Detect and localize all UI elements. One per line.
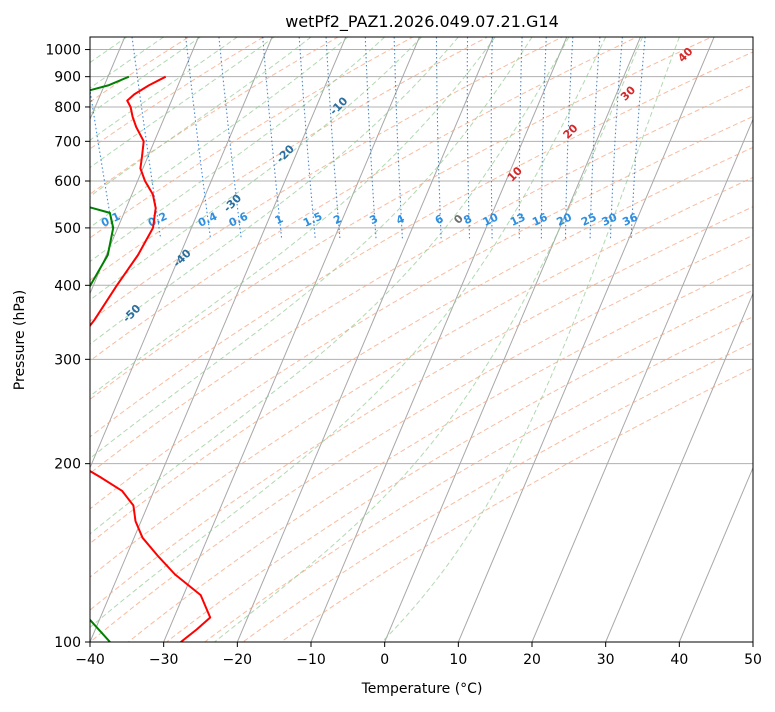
x-tick-label: 30: [597, 652, 615, 668]
x-tick-label: −10: [296, 652, 326, 668]
x-axis-label: Temperature (°C): [361, 681, 483, 697]
y-tick-label: 900: [54, 70, 81, 86]
y-tick-label: 300: [54, 352, 81, 368]
y-tick-label: 1000: [45, 43, 81, 59]
y-tick-label: 100: [54, 635, 81, 651]
x-tick-label: 10: [449, 652, 467, 668]
y-axis-label: Pressure (hPa): [12, 290, 28, 390]
y-tick-label: 600: [54, 174, 81, 190]
chart-title: wetPf2_PAZ1.2026.049.07.21.G14: [285, 12, 559, 32]
x-tick-label: −20: [223, 652, 253, 668]
y-tick-label: 700: [54, 134, 81, 150]
y-tick-label: 400: [54, 278, 81, 294]
x-tick-label: 0: [380, 652, 389, 668]
y-tick-label: 200: [54, 457, 81, 473]
x-tick-label: 20: [523, 652, 541, 668]
x-tick-label: −40: [75, 652, 105, 668]
x-tick-label: 50: [744, 652, 762, 668]
y-tick-label: 500: [54, 221, 81, 237]
x-tick-label: 40: [670, 652, 688, 668]
y-tick-label: 800: [54, 100, 81, 116]
x-tick-label: −30: [149, 652, 179, 668]
